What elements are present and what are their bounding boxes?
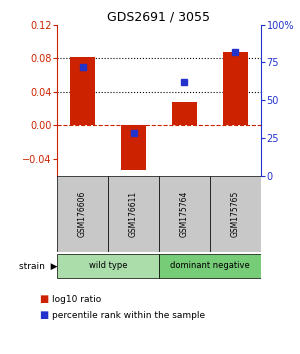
- Bar: [57, 176, 108, 252]
- Text: GSM175765: GSM175765: [231, 191, 240, 237]
- Bar: [121, 125, 146, 170]
- Bar: [159, 253, 261, 278]
- Title: GDS2691 / 3055: GDS2691 / 3055: [107, 11, 211, 24]
- Bar: [70, 57, 95, 125]
- Text: strain  ▶: strain ▶: [19, 262, 57, 270]
- Text: dominant negative: dominant negative: [170, 262, 250, 270]
- Text: GSM176611: GSM176611: [129, 191, 138, 237]
- Text: log10 ratio: log10 ratio: [52, 295, 102, 304]
- Bar: [108, 176, 159, 252]
- Text: ■: ■: [39, 294, 48, 304]
- Text: wild type: wild type: [89, 262, 127, 270]
- Text: percentile rank within the sample: percentile rank within the sample: [52, 310, 206, 320]
- Bar: [172, 102, 197, 125]
- Bar: [210, 176, 261, 252]
- Text: GSM176606: GSM176606: [78, 191, 87, 237]
- Text: GSM175764: GSM175764: [180, 191, 189, 237]
- Bar: [159, 176, 210, 252]
- Text: ■: ■: [39, 310, 48, 320]
- Bar: [57, 253, 159, 278]
- Bar: [223, 52, 248, 125]
